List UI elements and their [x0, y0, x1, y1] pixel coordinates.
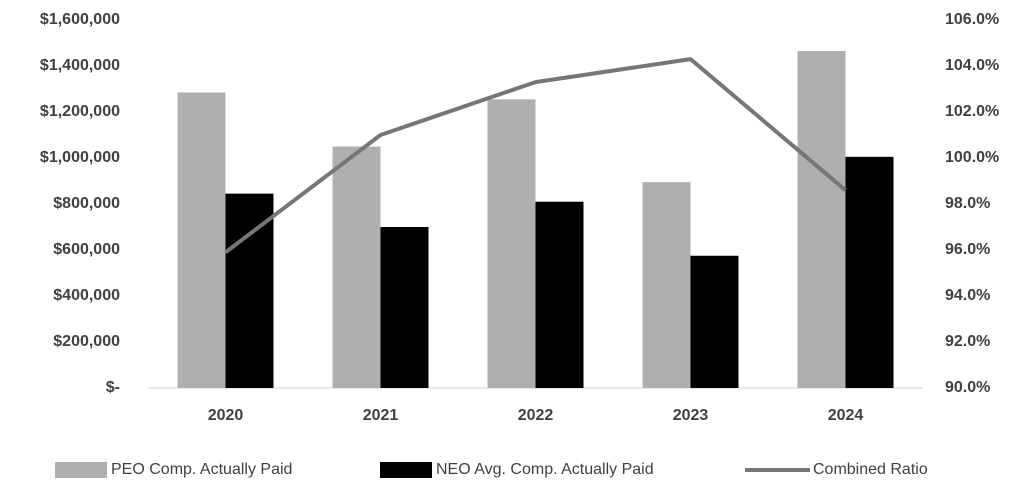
y2-tick-label: 92.0%	[945, 333, 990, 350]
y2-tick-label: 106.0%	[945, 11, 999, 28]
y-tick-label: $1,600,000	[40, 11, 120, 28]
y-tick-label: $800,000	[53, 195, 120, 212]
y-tick-label: $200,000	[53, 333, 120, 350]
legend-swatch	[55, 462, 107, 478]
bar	[642, 182, 691, 388]
bar	[177, 92, 226, 388]
bar	[380, 227, 429, 388]
bar	[690, 255, 739, 388]
y-tick-label: $600,000	[53, 241, 120, 258]
x-tick-label: 2022	[518, 407, 554, 424]
y-tick-label: $1,200,000	[40, 103, 120, 120]
y-tick-label: $1,000,000	[40, 149, 120, 166]
y2-tick-label: 96.0%	[945, 241, 990, 258]
y2-tick-label: 104.0%	[945, 57, 999, 74]
legend-label: Combined Ratio	[813, 461, 928, 478]
y2-tick-label: 100.0%	[945, 149, 999, 166]
line	[224, 57, 847, 254]
y-tick-label: $-	[106, 379, 120, 396]
bar	[845, 156, 894, 388]
bar	[332, 146, 381, 388]
x-tick-label: 2020	[208, 407, 244, 424]
x-tick-label: 2023	[673, 407, 709, 424]
legend-label: NEO Avg. Comp. Actually Paid	[436, 461, 654, 478]
y2-tick-label: 102.0%	[945, 103, 999, 120]
legend-swatch	[380, 462, 432, 478]
y2-tick-label: 90.0%	[945, 379, 990, 396]
bar	[487, 99, 536, 388]
y2-tick-label: 98.0%	[945, 195, 990, 212]
y-tick-label: $1,400,000	[40, 57, 120, 74]
bar	[797, 51, 846, 389]
y-tick-label: $400,000	[53, 287, 120, 304]
y2-tick-label: 94.0%	[945, 287, 990, 304]
bar	[225, 193, 274, 388]
bar	[535, 201, 584, 388]
legend-label: PEO Comp. Actually Paid	[111, 461, 292, 478]
x-tick-label: 2021	[363, 407, 399, 424]
x-tick-label: 2024	[828, 407, 864, 424]
